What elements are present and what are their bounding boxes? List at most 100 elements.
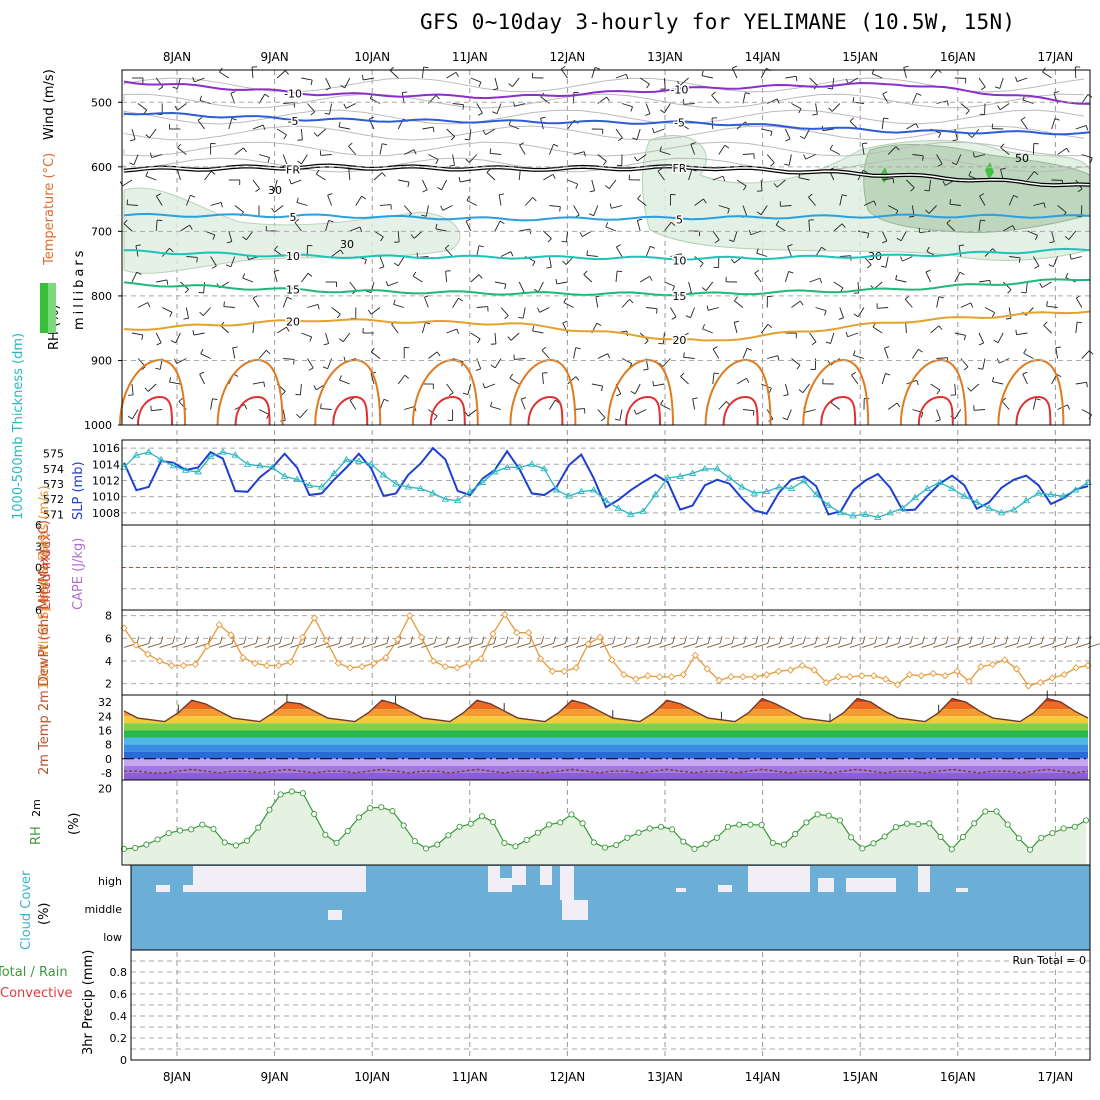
wind-barb xyxy=(1051,374,1058,385)
wind-barb xyxy=(784,271,790,283)
wind-barb-flag xyxy=(172,86,178,90)
wind-barb-flag xyxy=(770,131,773,137)
rh-contour-label: 50 xyxy=(1015,152,1029,165)
rh-point xyxy=(176,827,183,834)
thickness-point xyxy=(268,463,277,470)
wind-barb xyxy=(567,179,578,185)
wind-barb xyxy=(177,147,187,155)
wind-barb-flag xyxy=(339,375,342,381)
wind-barb-flag xyxy=(274,245,278,251)
wind-barb xyxy=(327,195,333,206)
wind-barb-flag xyxy=(211,265,217,269)
cloud-level-label: low xyxy=(103,931,122,944)
wind-barb xyxy=(809,77,818,86)
wind-barb xyxy=(379,204,391,206)
wind-barb xyxy=(912,154,924,157)
y-tick-label: 6 xyxy=(105,632,112,645)
wind-barb-flag xyxy=(992,376,995,382)
wind-barb-flag xyxy=(867,264,872,269)
rh-point xyxy=(590,839,597,846)
wind-barb xyxy=(1016,332,1028,336)
wind-barb-flag xyxy=(680,372,685,377)
temperature-contour-high xyxy=(527,395,564,426)
wind-barb-flag xyxy=(676,81,681,86)
rh-point xyxy=(1060,825,1067,832)
wind-speed-point xyxy=(501,610,509,619)
wind-barb-flag xyxy=(537,307,540,313)
wind-barb-flag xyxy=(885,373,891,376)
rh-point xyxy=(299,790,307,797)
thickness-point xyxy=(503,463,511,470)
wind-barb-flag xyxy=(368,116,374,120)
thickness-point xyxy=(725,474,734,481)
wind-barb xyxy=(615,128,623,139)
wind-barb-flag xyxy=(746,378,750,383)
wind-barb xyxy=(446,328,458,334)
wind-barb xyxy=(787,246,792,257)
wind-speed-point xyxy=(834,673,842,681)
wind-barb xyxy=(421,67,424,79)
wind-barb-flag xyxy=(510,251,514,257)
wind-barb xyxy=(131,409,139,420)
wind-barb xyxy=(446,128,455,137)
wind-speed-point xyxy=(739,673,747,681)
wind-speed-point xyxy=(239,653,247,662)
wind-barb xyxy=(694,198,704,206)
wind-barb-flag xyxy=(617,270,623,273)
wind-barb xyxy=(1081,350,1090,359)
wind-barb xyxy=(1075,124,1087,130)
wind-barb-10m xyxy=(1052,642,1066,648)
wind-barb xyxy=(954,272,961,283)
rh-contour xyxy=(123,93,1085,109)
wind-barb-10m xyxy=(278,642,292,648)
wind-speed-point xyxy=(560,667,568,675)
wind-barb-10m-flag xyxy=(279,636,283,644)
y-tick-label-slp: 1008 xyxy=(92,507,120,520)
panel-border xyxy=(130,949,1091,1061)
wind-barb xyxy=(1071,256,1082,260)
wind-barb-flag xyxy=(433,415,438,421)
wind-barb-flag xyxy=(701,287,707,292)
wind-barb-10m-flag xyxy=(743,636,747,644)
wind-barb xyxy=(877,307,889,309)
thickness-point xyxy=(1010,505,1018,513)
y-tick-label: -8 xyxy=(101,767,112,780)
wind-barb-flag xyxy=(1035,398,1041,401)
rh-point xyxy=(613,841,620,849)
wind-barb-flag xyxy=(614,418,620,421)
wind-speed-point xyxy=(763,670,771,679)
y-tick-label: 4 xyxy=(105,655,112,668)
wind-barb xyxy=(151,154,163,158)
thickness-point xyxy=(367,460,375,467)
wind-speed-point xyxy=(144,650,152,658)
wind-barb xyxy=(373,230,384,238)
wind-barb xyxy=(494,220,501,232)
wind-barb-flag xyxy=(465,158,470,163)
wind-barb xyxy=(679,122,689,130)
wind-barb-flag xyxy=(1069,254,1072,260)
date-label-top: 8JAN xyxy=(163,50,191,64)
thickness-point xyxy=(182,466,190,473)
wind-barb-10m xyxy=(171,642,185,648)
y-tick-label: 500 xyxy=(91,96,112,109)
temperature-contour-label: -5 xyxy=(674,116,685,129)
wind-barb-10m xyxy=(826,642,840,648)
wind-barb xyxy=(974,154,986,158)
wind-barb xyxy=(349,281,357,292)
y-tick-label-thickness: 573 xyxy=(43,478,64,491)
wind-barb xyxy=(718,205,730,210)
wind-barb-flag xyxy=(997,105,1001,111)
wind-barb-flag xyxy=(938,296,944,299)
wind-barb xyxy=(543,173,554,181)
wind-barb xyxy=(608,179,617,189)
wind-barb xyxy=(690,307,696,318)
wind-barb-10m-flag xyxy=(505,636,509,644)
wind-speed-point xyxy=(263,661,271,670)
panel-border xyxy=(121,609,1091,696)
axis-label-rh2m: RH xyxy=(29,826,44,845)
thickness-point xyxy=(824,501,833,508)
wind-barb xyxy=(637,198,647,206)
wind-barb-flag xyxy=(317,304,320,310)
y-tick-label: 32 xyxy=(98,696,112,709)
wind-barb xyxy=(1002,281,1012,290)
